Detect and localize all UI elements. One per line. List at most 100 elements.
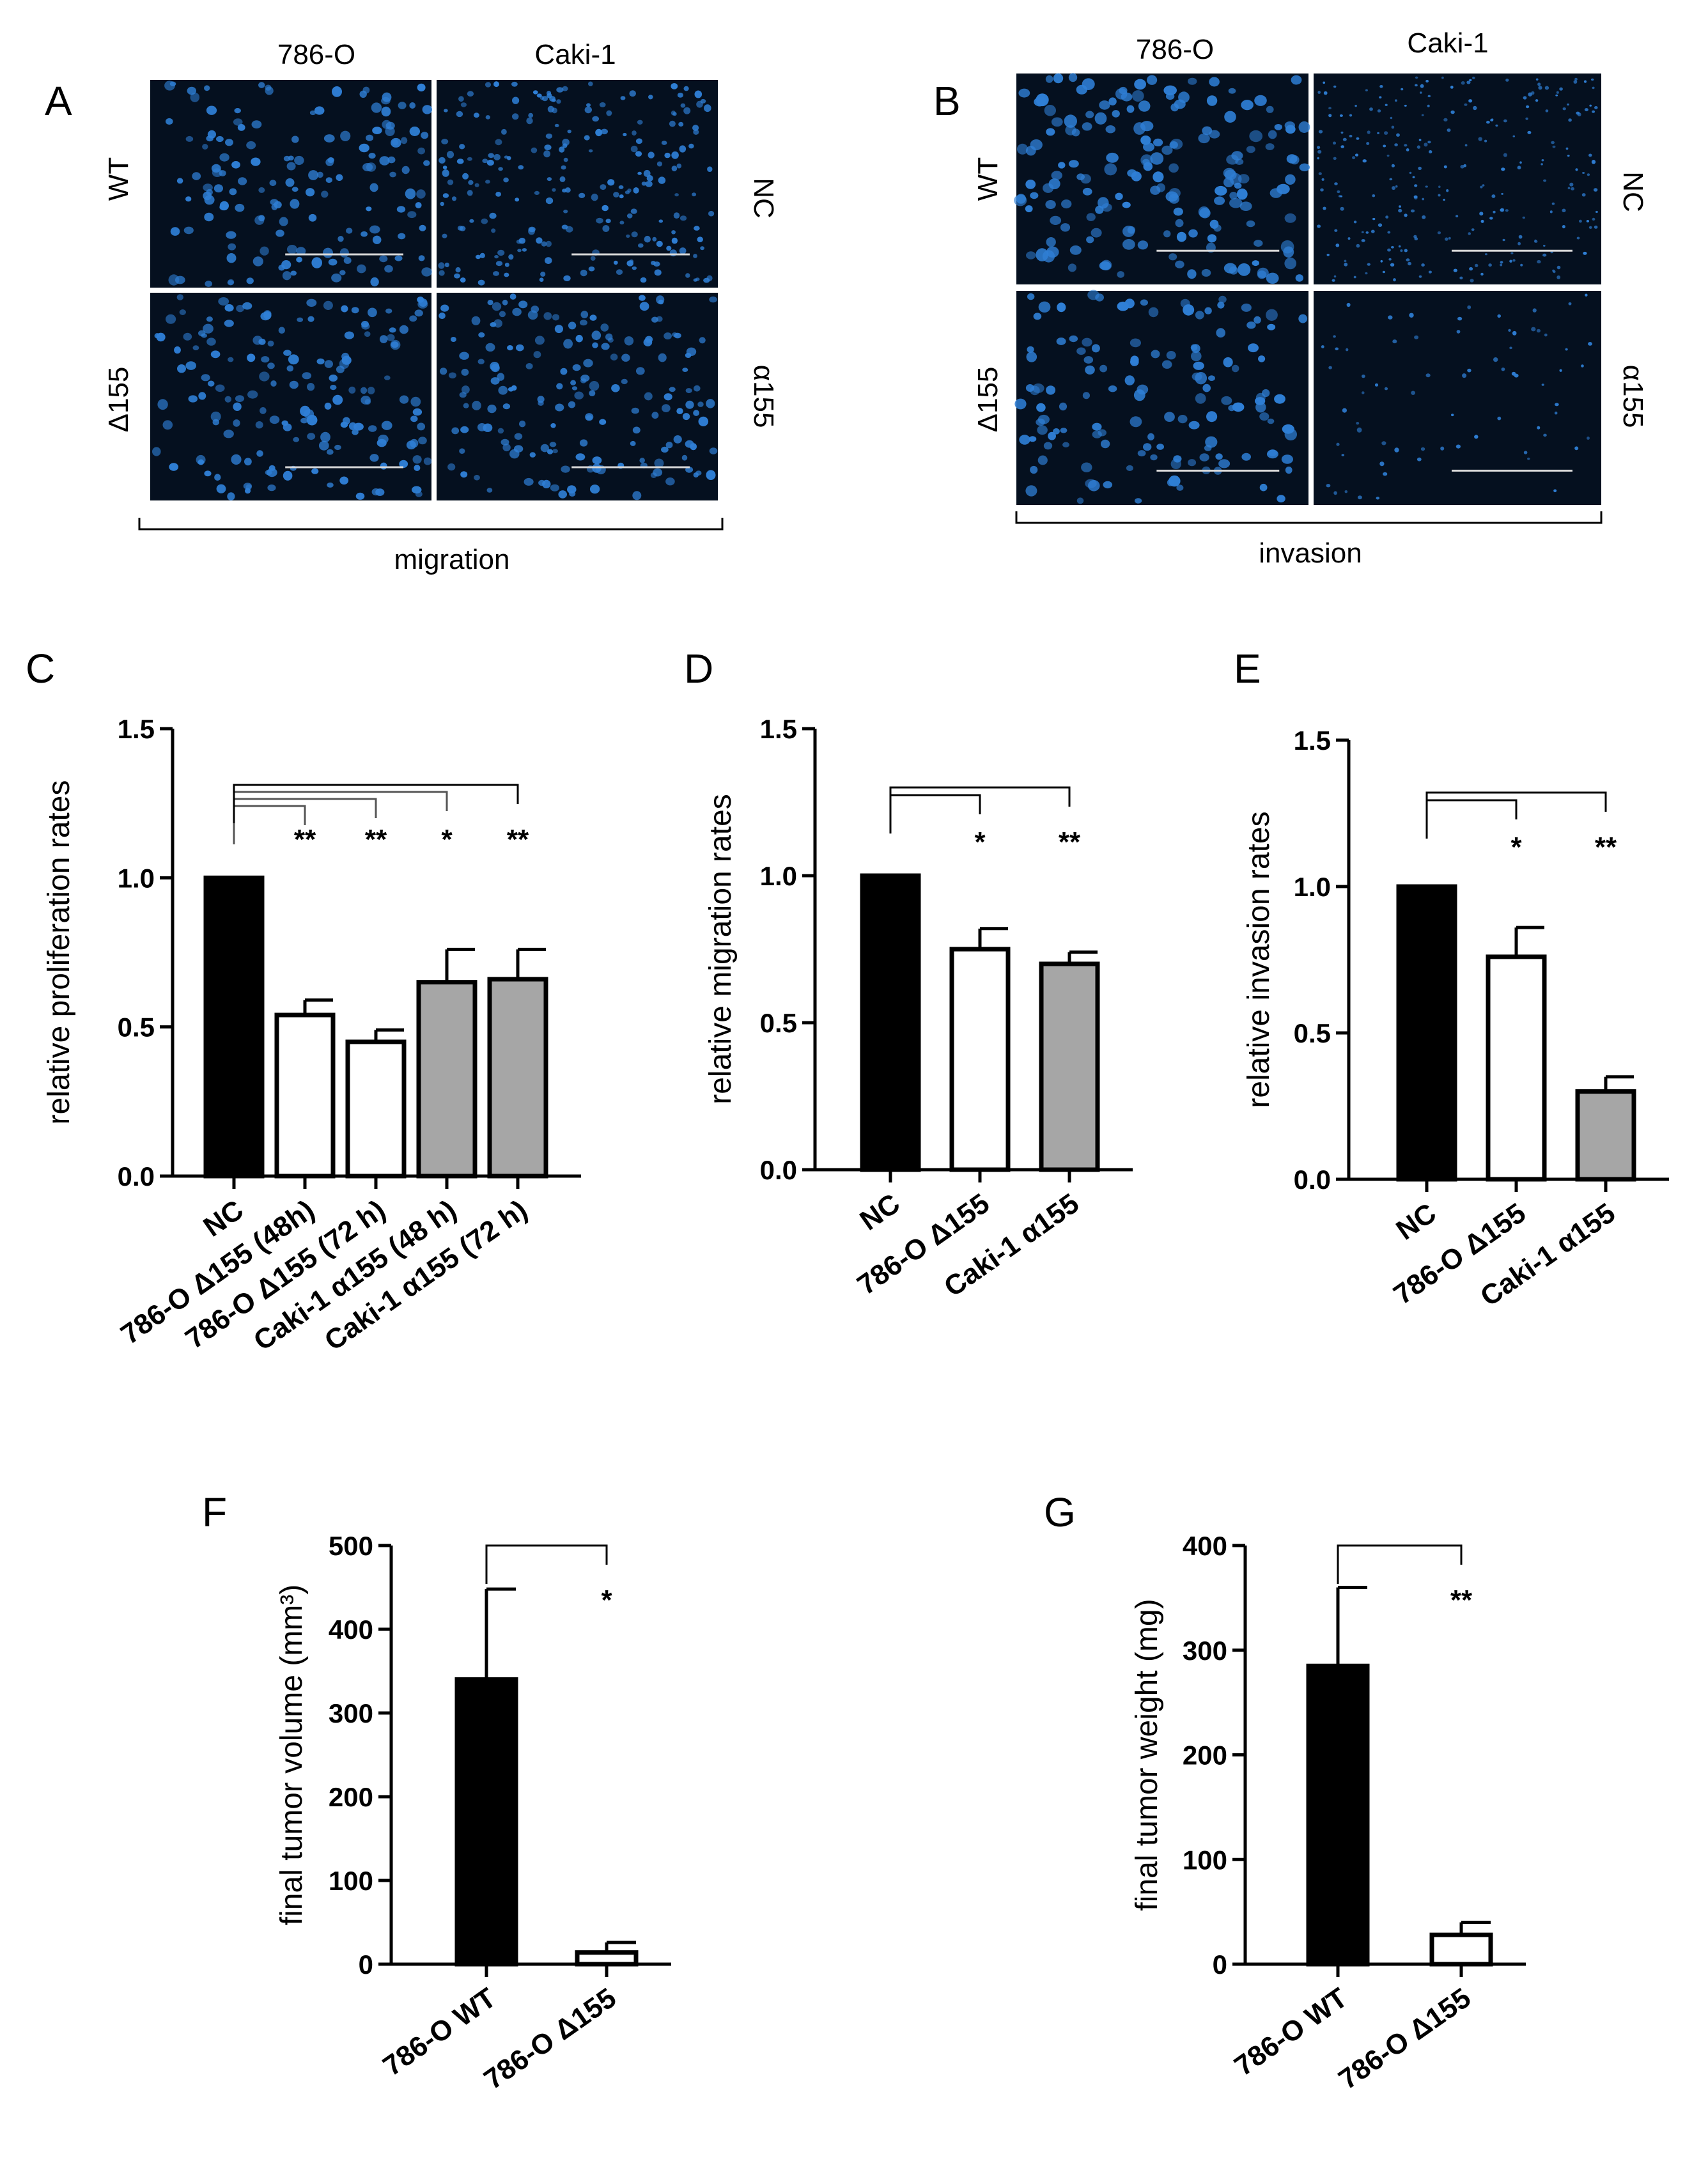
cell-nucleus [1168,163,1179,173]
cell-nucleus [1037,414,1050,424]
category-label: NC [198,1194,249,1243]
cell-nucleus [518,300,528,309]
cell-nucleus [539,277,544,283]
cell-nucleus [455,267,461,273]
cell-nucleus [679,247,687,254]
cell-nucleus [1501,167,1505,171]
cell-nucleus [503,177,509,183]
cell-nucleus [225,139,233,146]
cell-nucleus [1385,104,1388,106]
cell-nucleus [1387,231,1391,234]
cell-nucleus [486,488,493,493]
cell-nucleus [1414,184,1418,187]
cell-nucleus [1207,234,1217,243]
cell-nucleus [1208,375,1215,381]
cell-nucleus [1209,219,1219,229]
cell-nucleus [415,202,422,208]
cell-nucleus [1585,293,1588,297]
cell-nucleus [1326,254,1330,256]
cell-nucleus [1229,198,1243,208]
cell-nucleus [1411,391,1416,395]
cell-nucleus [641,182,647,186]
panel-a-bracket [138,518,724,531]
cell-nucleus [352,429,359,435]
cell-nucleus [591,330,602,341]
cell-nucleus [1535,78,1539,81]
cell-nucleus [685,388,692,394]
cell-nucleus [1453,268,1457,272]
cell-nucleus [251,157,261,166]
cell-nucleus [407,211,417,219]
cell-nucleus [1503,119,1507,123]
cell-nucleus [602,225,610,232]
cell-nucleus [543,312,552,320]
cell-nucleus [205,281,213,287]
cell-nucleus [1587,437,1590,440]
panel-b-row-a155: α155 [1617,365,1649,428]
cell-nucleus [1595,210,1598,213]
category-label: NC [855,1188,906,1237]
cell-nucleus [653,468,663,477]
cell-nucleus [1528,92,1532,97]
cell-nucleus [461,368,469,376]
cell-nucleus [1108,97,1117,105]
cell-nucleus [1437,231,1441,235]
cell-nucleus [1490,119,1494,121]
cell-nucleus [606,110,612,116]
cell-nucleus [459,226,466,231]
cell-nucleus [1502,238,1505,242]
cell-nucleus [479,252,485,258]
cell-nucleus [344,331,355,339]
cell-nucleus [531,147,538,153]
cell-nucleus [485,180,490,184]
cell-nucleus [688,143,694,149]
cell-nucleus [283,470,293,481]
cell-nucleus [1535,99,1539,102]
panel-letter-a: A [45,78,72,124]
cell-nucleus [1277,183,1290,194]
cell-nucleus [699,337,706,344]
cell-nucleus [375,488,385,496]
cell-nucleus [1099,100,1110,110]
y-tick-label: 0.0 [118,1161,155,1191]
cell-nucleus [226,253,237,263]
cell-nucleus [1137,240,1149,250]
cell-nucleus [188,395,198,403]
micrograph-nuclei [439,293,718,500]
cell-nucleus [1117,301,1130,311]
cell-nucleus [1056,337,1066,345]
cell-nucleus [661,141,667,145]
cell-nucleus [1420,84,1424,88]
cell-nucleus [381,421,392,430]
cell-nucleus [1284,257,1296,270]
cell-nucleus [1017,143,1029,155]
cell-nucleus [214,184,223,193]
cell-nucleus [1187,269,1197,279]
cell-nucleus [707,166,713,173]
cell-nucleus [1140,121,1154,132]
cell-nucleus [447,463,456,471]
cell-nucleus [632,130,637,136]
cell-nucleus [575,453,586,461]
cell-nucleus [522,248,527,252]
cell-nucleus [1140,299,1148,306]
cell-nucleus [526,117,533,125]
cell-nucleus [1317,146,1321,150]
cell-nucleus [152,447,161,456]
cell-nucleus [1267,323,1276,330]
cell-nucleus [1425,373,1431,378]
cell-nucleus [405,188,416,199]
cell-nucleus [212,419,220,426]
cell-nucleus [409,127,420,136]
cell-nucleus [308,170,319,180]
cell-nucleus [1195,372,1207,385]
cell-nucleus [640,277,647,283]
cell-nucleus [1438,185,1441,189]
cell-nucleus [1356,244,1360,248]
cell-nucleus [589,381,600,391]
cell-nucleus [451,427,460,435]
cell-nucleus [488,153,494,159]
micrograph-b-caki1-nc [1314,74,1601,284]
bar-786-o-wt [454,1677,518,1967]
